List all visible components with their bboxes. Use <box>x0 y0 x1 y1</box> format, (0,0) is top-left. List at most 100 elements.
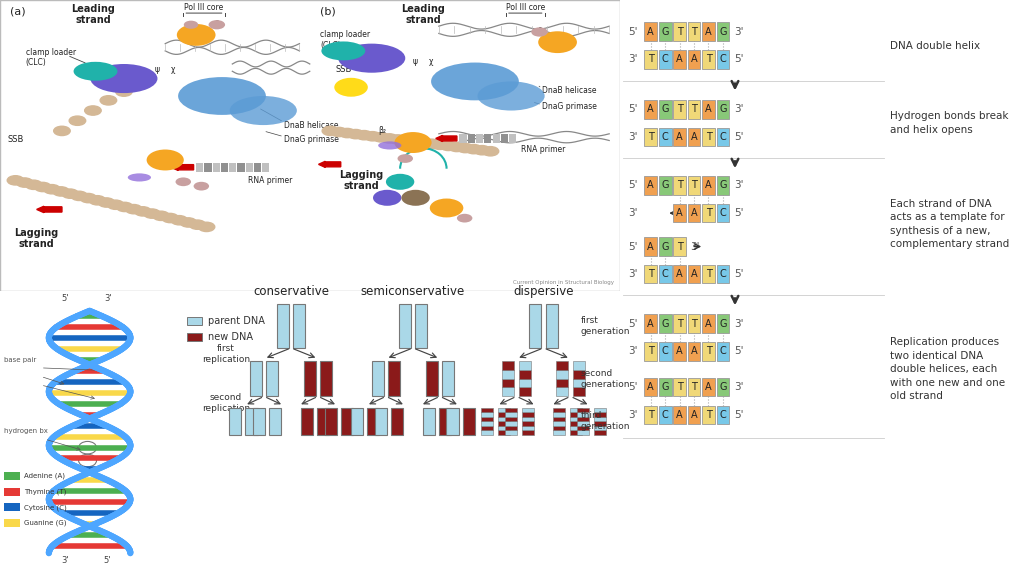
FancyBboxPatch shape <box>644 128 657 146</box>
Bar <box>269 408 282 435</box>
Bar <box>577 426 589 430</box>
Text: 5': 5' <box>734 269 743 279</box>
Ellipse shape <box>539 31 577 53</box>
Text: base pair: base pair <box>4 357 36 363</box>
FancyBboxPatch shape <box>658 265 672 283</box>
Text: first
generation: first generation <box>581 316 630 336</box>
Bar <box>266 361 279 396</box>
Text: χ: χ <box>428 56 433 66</box>
Text: C: C <box>720 410 726 420</box>
Text: 5': 5' <box>734 132 743 142</box>
Bar <box>505 421 517 426</box>
FancyArrow shape <box>37 206 61 213</box>
Bar <box>221 163 228 172</box>
Text: DnaG primase: DnaG primase <box>284 135 339 144</box>
Bar <box>246 163 253 172</box>
Text: T: T <box>677 241 683 252</box>
Text: A: A <box>706 180 712 191</box>
Bar <box>388 361 400 396</box>
Text: Leading: Leading <box>71 3 115 14</box>
Bar <box>442 361 455 396</box>
Bar <box>350 408 362 435</box>
Ellipse shape <box>175 177 191 186</box>
FancyBboxPatch shape <box>644 176 657 195</box>
Text: Adenine (A): Adenine (A) <box>24 473 65 479</box>
Bar <box>301 408 313 435</box>
Circle shape <box>347 130 364 139</box>
Text: strand: strand <box>406 16 441 25</box>
Bar <box>522 408 534 412</box>
FancyBboxPatch shape <box>688 204 700 222</box>
Circle shape <box>482 147 499 156</box>
Text: dispersive: dispersive <box>513 285 573 298</box>
Text: α: α <box>443 203 451 213</box>
Bar <box>341 408 353 435</box>
Circle shape <box>85 106 101 115</box>
Bar <box>368 408 380 435</box>
FancyBboxPatch shape <box>688 100 700 119</box>
Text: A: A <box>647 382 654 392</box>
Bar <box>502 388 514 396</box>
Text: A: A <box>706 104 712 115</box>
FancyBboxPatch shape <box>717 204 729 222</box>
FancyBboxPatch shape <box>658 176 672 195</box>
Bar <box>572 370 585 378</box>
Text: DnaG primase: DnaG primase <box>542 102 597 111</box>
Bar <box>253 408 265 435</box>
Bar <box>553 426 565 430</box>
Bar <box>553 430 565 435</box>
Text: new DNA: new DNA <box>209 332 253 342</box>
FancyBboxPatch shape <box>688 342 700 361</box>
Text: ε: ε <box>181 179 185 185</box>
Text: T: T <box>691 319 697 329</box>
Circle shape <box>89 196 105 205</box>
Bar <box>505 408 517 412</box>
Bar <box>572 378 585 388</box>
Bar <box>498 412 510 417</box>
Text: RNA primer: RNA primer <box>248 176 292 185</box>
Ellipse shape <box>90 64 158 93</box>
Bar <box>577 430 589 435</box>
Text: C: C <box>662 54 669 65</box>
FancyBboxPatch shape <box>658 128 672 146</box>
Bar <box>569 408 582 412</box>
Bar <box>522 430 534 435</box>
Text: T: T <box>691 382 697 392</box>
Text: 5': 5' <box>628 319 638 329</box>
Ellipse shape <box>74 62 118 81</box>
Ellipse shape <box>373 190 401 206</box>
FancyBboxPatch shape <box>673 176 686 195</box>
FancyBboxPatch shape <box>702 406 715 424</box>
Bar <box>4 472 19 480</box>
FancyBboxPatch shape <box>658 406 672 424</box>
Bar <box>481 408 494 412</box>
Text: δ: δ <box>121 74 127 83</box>
Circle shape <box>180 218 197 227</box>
Text: Leading: Leading <box>401 3 445 14</box>
FancyBboxPatch shape <box>702 342 715 361</box>
Text: T: T <box>691 104 697 115</box>
Ellipse shape <box>178 77 266 115</box>
Bar <box>481 412 494 417</box>
Text: A: A <box>691 410 697 420</box>
Bar <box>372 361 384 396</box>
Text: C: C <box>662 132 669 142</box>
Text: C: C <box>662 410 669 420</box>
Bar <box>519 361 530 370</box>
Bar <box>197 163 204 172</box>
Bar <box>505 412 517 417</box>
FancyBboxPatch shape <box>702 22 715 41</box>
Text: DnaB helicase: DnaB helicase <box>284 120 339 130</box>
Ellipse shape <box>334 78 368 97</box>
Bar <box>498 430 510 435</box>
Text: δ: δ <box>369 54 375 63</box>
Text: (a): (a) <box>10 7 26 17</box>
Text: strand: strand <box>75 16 111 25</box>
Circle shape <box>449 142 465 151</box>
Text: strand: strand <box>18 240 54 249</box>
Bar <box>577 417 589 421</box>
Text: 5': 5' <box>734 410 743 420</box>
Text: 3': 3' <box>734 319 743 329</box>
Bar <box>293 304 305 348</box>
Text: T: T <box>691 26 697 37</box>
